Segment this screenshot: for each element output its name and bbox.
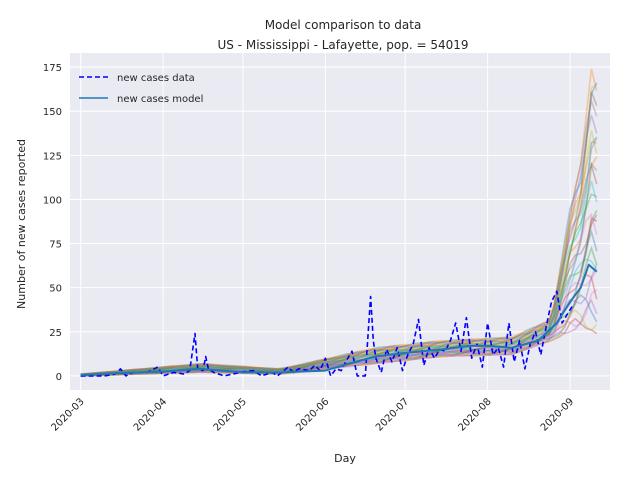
x-tick-label: 2020-05 <box>212 396 249 433</box>
model-run-line <box>80 97 598 376</box>
x-tick-label: 2020-08 <box>456 396 493 433</box>
model-run-line <box>80 193 598 376</box>
model-run-line <box>80 114 598 376</box>
x-axis-title: Day <box>334 452 356 465</box>
plot-background <box>70 53 610 390</box>
y-tick-label: 175 <box>43 63 62 74</box>
model-run-line <box>80 156 598 376</box>
legend-label-data: new cases data <box>117 73 195 84</box>
model-run-line <box>80 180 598 376</box>
y-tick-label: 125 <box>43 151 62 162</box>
model-run-line <box>80 68 598 376</box>
y-tick-label: 50 <box>49 284 62 295</box>
model-run-line <box>80 162 598 376</box>
x-axis: 2020-03 2020-04 2020-05 2020-06 2020-07 2020-… <box>49 396 576 433</box>
chart-title: Model comparison to data <box>265 18 422 32</box>
series-line-new-cases-data <box>80 290 574 377</box>
y-tick-label: 0 <box>56 372 62 383</box>
x-tick-label: 2020-09 <box>539 396 576 433</box>
y-tick-label: 150 <box>43 107 62 118</box>
y-tick-label: 25 <box>49 328 62 339</box>
series-line-new-cases-model <box>80 263 598 376</box>
y-axis: 0 25 50 75 100 125 150 175 <box>43 63 62 383</box>
legend: new cases data new cases model <box>79 73 203 105</box>
chart-subtitle: US - Mississippi - Lafayette, pop. = 540… <box>217 38 468 52</box>
y-axis-title: Number of new cases reported <box>15 139 28 309</box>
x-tick-label: 2020-03 <box>49 396 86 433</box>
y-tick-label: 100 <box>43 195 62 206</box>
x-tick-label: 2020-06 <box>294 396 331 433</box>
model-run-line <box>80 161 598 376</box>
x-tick-label: 2020-07 <box>374 396 411 433</box>
series-layer <box>80 263 598 377</box>
x-tick-label: 2020-04 <box>132 396 169 433</box>
model-run-line <box>80 212 598 376</box>
legend-label-model: new cases model <box>117 94 203 105</box>
y-tick-label: 75 <box>49 240 62 251</box>
model-run-line <box>80 137 598 376</box>
model-run-line <box>80 136 598 376</box>
grid <box>70 53 610 390</box>
